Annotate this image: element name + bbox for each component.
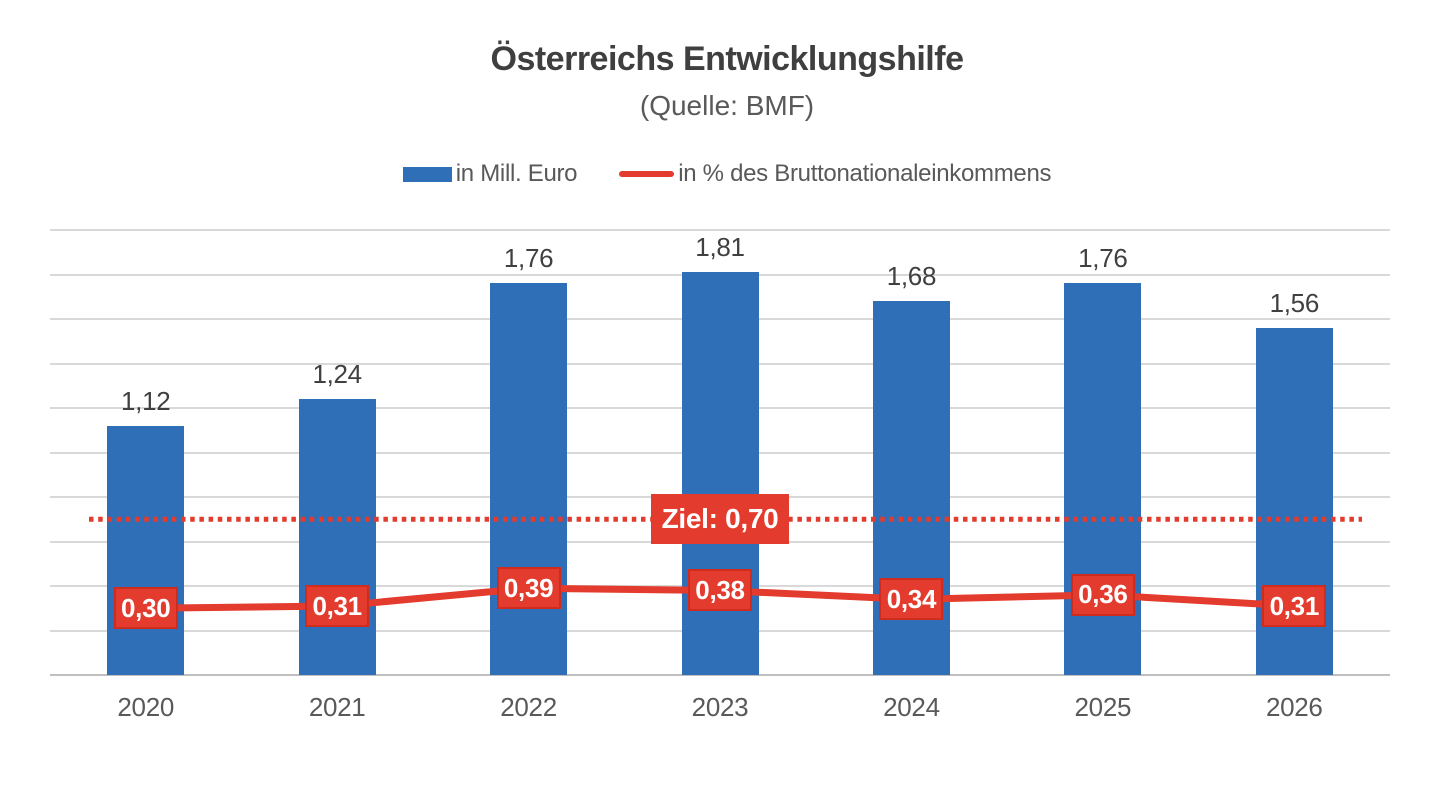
point-label: 0,31 xyxy=(305,585,370,628)
legend-label-line-series: in % des Bruttonationaleinkommens xyxy=(678,160,1052,187)
bar-value-label: 1,24 xyxy=(312,359,362,390)
bar xyxy=(490,283,568,675)
x-axis-label: 2026 xyxy=(1265,692,1323,722)
x-axis-label: 2021 xyxy=(308,692,366,722)
point-label: 0,34 xyxy=(879,578,944,621)
x-axis-line xyxy=(50,674,1390,676)
x-axis-label: 2022 xyxy=(500,692,557,722)
bar xyxy=(107,425,185,675)
x-axis-label: 2024 xyxy=(883,692,940,722)
bar-series-swatch-icon xyxy=(402,166,452,182)
bar-value-label: 1,56 xyxy=(1269,287,1320,318)
chart-title: Österreichs Entwicklungshilfe xyxy=(490,40,964,78)
legend: in Mill. Euro in % des Bruttonationalein… xyxy=(0,160,1454,188)
legend-item-line-series: in % des Bruttonationaleinkommens xyxy=(619,160,1052,188)
bar xyxy=(298,399,376,675)
chart-subtitle: (Quelle: BMF) xyxy=(639,90,815,121)
bar-value-label: 1,68 xyxy=(886,261,937,292)
bar-value-label: 1,76 xyxy=(503,243,554,274)
point-label: 0,38 xyxy=(688,569,752,612)
x-axis-label: 2025 xyxy=(1074,692,1132,722)
gridline xyxy=(50,229,1390,231)
bar-value-label: 1,81 xyxy=(695,232,745,263)
point-label: 0,30 xyxy=(113,587,178,630)
x-axis-label: 2020 xyxy=(117,692,175,722)
point-label: 0,39 xyxy=(496,567,561,610)
legend-label-bar-series: in Mill. Euro xyxy=(455,160,578,187)
plot-area: 1,12 2020 1,24 2021 1,76 2022 1,81 2023 1,68 2024… xyxy=(50,229,1390,722)
bar-value-label: 1,76 xyxy=(1078,243,1128,274)
point-label: 0,36 xyxy=(1070,573,1135,616)
legend-item-bar-series: in Mill. Euro xyxy=(402,160,578,188)
line-series-swatch-icon xyxy=(619,171,675,177)
target-line-label: Ziel: 0,70 xyxy=(651,494,789,545)
x-axis-label: 2023 xyxy=(691,692,749,722)
point-label: 0,31 xyxy=(1262,585,1327,628)
bar-value-label: 1,12 xyxy=(121,385,171,416)
